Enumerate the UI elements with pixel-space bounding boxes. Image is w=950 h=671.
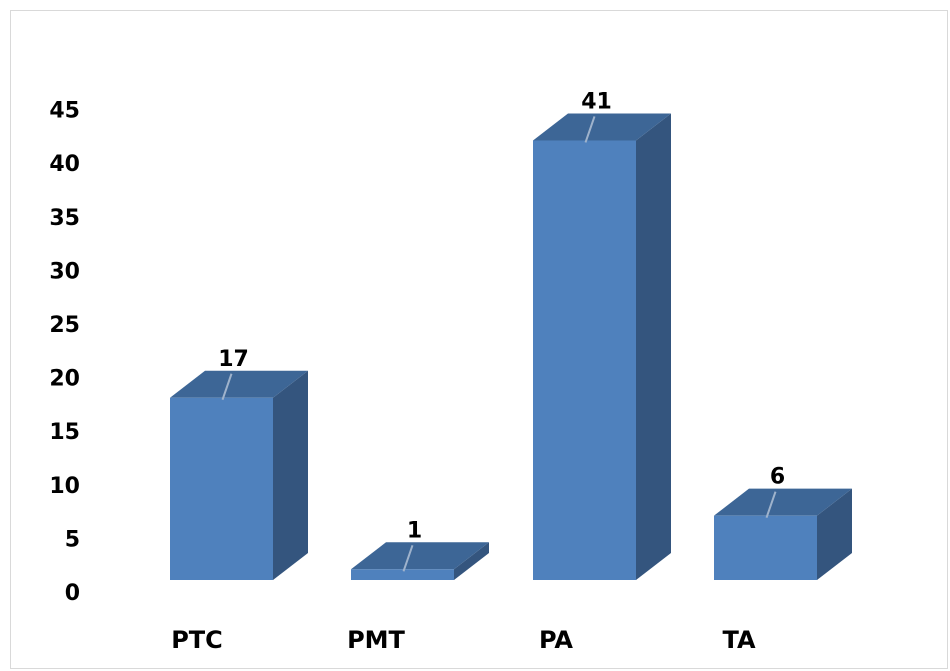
- bar-front-face: [714, 515, 817, 580]
- data-label-ta: 6: [770, 465, 785, 490]
- data-label-leader: [402, 544, 414, 572]
- data-label-leader: [584, 116, 596, 143]
- data-label-leader: [765, 491, 777, 519]
- y-tick-label-25: 25: [49, 313, 80, 338]
- y-tick-label-35: 35: [49, 206, 80, 231]
- bar-front-face: [170, 397, 273, 580]
- y-tick-label-5: 5: [65, 527, 80, 552]
- bar-top-face: [714, 488, 852, 516]
- x-category-label-ptc: PTC: [171, 626, 223, 654]
- x-category-label-pmt: PMT: [347, 626, 405, 654]
- y-tick-label-10: 10: [49, 474, 80, 499]
- x-category-label-pa: PA: [539, 626, 573, 654]
- y-tick-label-20: 20: [49, 367, 80, 392]
- y-tick-label-30: 30: [49, 259, 80, 284]
- bar-pa: 41: [533, 89, 671, 581]
- bar-ptc: 17: [170, 347, 308, 580]
- bar-top-face: [533, 113, 671, 141]
- data-label-leader: [221, 373, 233, 401]
- data-label-ptc: 17: [218, 347, 249, 372]
- bar-front-face: [351, 569, 454, 580]
- bar-top-face: [351, 542, 489, 570]
- y-tick-label-45: 45: [49, 99, 80, 124]
- x-axis: PTC PMT PA TA: [171, 626, 756, 654]
- x-category-label-ta: TA: [722, 626, 756, 654]
- y-tick-label-15: 15: [49, 420, 80, 445]
- bar-ta: 6: [714, 465, 852, 580]
- bar-side-face: [636, 113, 671, 580]
- bars: 17 1 41 6: [170, 89, 852, 581]
- bar-side-face: [273, 370, 308, 580]
- data-label-pmt: 1: [407, 518, 422, 543]
- bar-top-face: [170, 370, 308, 398]
- bar-front-face: [533, 140, 636, 581]
- y-tick-label-0: 0: [65, 581, 80, 606]
- bar-pmt: 1: [351, 518, 489, 580]
- y-axis: 0 5 10 15 20 25 30 35 40 45: [49, 99, 80, 606]
- data-label-pa: 41: [581, 89, 612, 114]
- bar-side-face: [817, 488, 852, 580]
- bar-side-face: [454, 542, 489, 580]
- y-tick-label-40: 40: [49, 152, 80, 177]
